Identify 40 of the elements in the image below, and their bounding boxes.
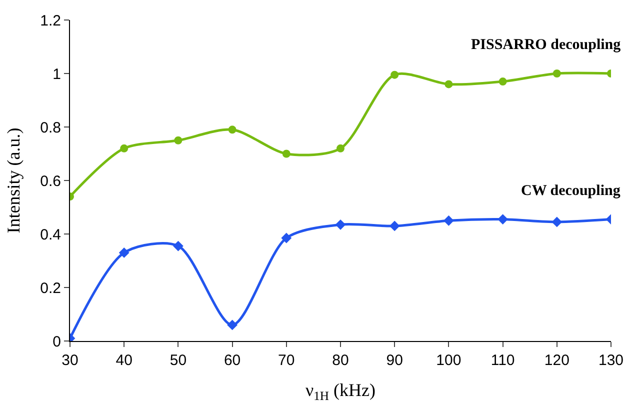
y-tick-label: 0.6 (40, 172, 61, 190)
x-tick-label: 30 (62, 352, 78, 369)
point (389, 220, 400, 232)
series-label: PISSARRO decoupling (471, 37, 622, 53)
x-tick-label: 80 (332, 352, 349, 369)
point (444, 215, 454, 226)
y-tick-label: 1 (52, 66, 61, 83)
x-tick-label: 90 (386, 352, 403, 369)
x-tick-label: 120 (544, 352, 570, 369)
y-tick-label: 0.4 (40, 226, 61, 244)
point (552, 70, 561, 78)
y-tick-label: 0.8 (40, 119, 61, 136)
y-tick-label: 1.2 (40, 12, 61, 30)
point (228, 126, 236, 134)
point (174, 136, 182, 144)
x-tick-label: 70 (278, 352, 295, 369)
point (282, 150, 290, 158)
point (173, 240, 184, 252)
point (498, 214, 508, 224)
x-tick-label: 110 (490, 352, 515, 369)
point (498, 78, 507, 86)
x-tick-label: 40 (116, 352, 132, 369)
y-axis-title: Intensity (a.u.) (3, 128, 24, 234)
point (227, 320, 238, 330)
point (390, 70, 399, 79)
y-tick-label: 0 (52, 333, 61, 350)
x-tick-label: 130 (598, 352, 624, 369)
x-tick-label: 100 (436, 352, 462, 369)
point (335, 219, 346, 230)
x-axis-title: ν$_{1H}$ (kHz) (305, 380, 376, 403)
point (120, 144, 128, 152)
point (552, 216, 562, 228)
series-label: CW decoupling (521, 183, 621, 199)
x-tick-label: 50 (170, 352, 187, 369)
point (444, 80, 453, 88)
point (118, 248, 130, 258)
y-tick-label: 0.2 (40, 280, 61, 297)
point (281, 232, 292, 244)
point (336, 144, 344, 152)
x-tick-label: 60 (224, 352, 241, 369)
